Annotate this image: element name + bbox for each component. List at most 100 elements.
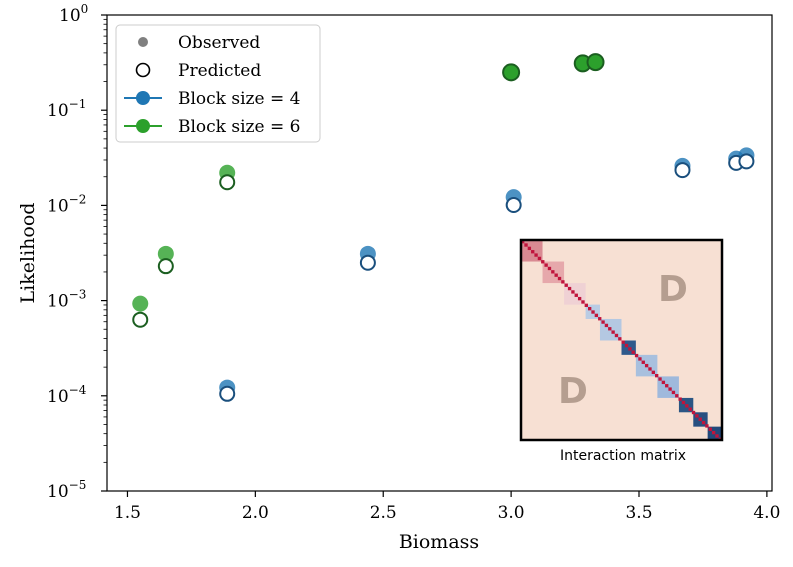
inset-diagonal-cell (668, 387, 672, 391)
inset-diagonal-cell (648, 367, 652, 371)
inset-diagonal-cell (551, 270, 555, 274)
block6-predicted-point (132, 311, 149, 328)
inset-diagonal-cell (544, 263, 548, 267)
inset-diagonal-cell (598, 317, 602, 321)
inset-diagonal-cell (614, 333, 619, 338)
inset-diagonal-cell (711, 430, 716, 435)
inset-diagonal-cell (591, 310, 595, 314)
inset-diagonal-cell (665, 384, 669, 388)
inset-diagonal-cell (611, 330, 615, 334)
inset-diagonal-cell (658, 377, 662, 381)
inset-frame (519, 238, 724, 442)
inset-diagonal-cell (524, 243, 528, 247)
y-tick-label: 10−2 (47, 192, 86, 216)
inset-diagonal-cell (584, 303, 588, 307)
block4-predicted-point (219, 385, 236, 402)
inset-diagonal-cell (708, 427, 712, 431)
x-tick-label: 2.0 (242, 503, 269, 523)
inset-diagonal-cell (561, 280, 565, 284)
series-layer (132, 53, 755, 402)
inset-diagonal-cell (695, 414, 699, 418)
legend-observed-marker (138, 37, 148, 47)
inset-diagonal-cell (631, 350, 635, 354)
inset-diagonal-cell (641, 360, 645, 364)
block4-predicted-point (738, 153, 755, 170)
inset-diagonal-cell (588, 307, 592, 311)
inset-diagonal (521, 240, 722, 441)
legend-block6-label: Block size = 6 (178, 117, 300, 137)
y-tick-label: 10−5 (47, 478, 86, 502)
x-tick-label: 2.5 (370, 503, 397, 523)
inset-letter-d-upper: D (658, 269, 688, 310)
inset-diagonal-cell (601, 320, 605, 324)
x-tick-label: 3.0 (498, 503, 525, 523)
inset-diagonal-cell (547, 266, 552, 271)
inset-diagonal-cell (675, 394, 679, 398)
legend-predicted-marker (135, 62, 151, 78)
inset-diagonal-cell (521, 240, 525, 244)
inset-diagonal-cell (531, 250, 535, 254)
block6-observed-point (132, 295, 149, 312)
inset-diagonal-cell (701, 420, 706, 425)
interaction-matrix-inset: D D Interaction matrix (519, 238, 724, 464)
inset-diagonal-cell (685, 404, 689, 408)
block4-predicted-point (359, 254, 376, 271)
block4-predicted-point (505, 196, 522, 213)
inset-diagonal-cell (594, 313, 599, 318)
inset-diagonal-cell (651, 370, 655, 374)
inset-diagonal-cell (571, 290, 575, 294)
y-axis-label: Likelihood (17, 203, 39, 304)
legend: Observed Predicted Block size = 4 Block … (115, 24, 321, 143)
inset-diagonal-cell (634, 353, 639, 358)
y-tick-label: 10−3 (47, 288, 86, 312)
inset-diagonal-cell (688, 407, 692, 411)
legend-observed-label: Observed (178, 33, 260, 53)
block6-predicted-point (219, 174, 236, 191)
inset-diagonal-cell (678, 397, 682, 401)
inset-diagonal-cell (638, 357, 642, 361)
inset-diagonal-cell (581, 300, 585, 304)
inset-caption: Interaction matrix (560, 448, 686, 464)
inset-diagonal-cell (537, 256, 542, 261)
legend-block4-label: Block size = 4 (178, 89, 300, 109)
x-tick-label: 4.0 (753, 503, 780, 523)
inset-diagonal-cell (715, 434, 719, 438)
inset-diagonal-cell (691, 410, 696, 415)
inset-diagonal-cell (621, 340, 625, 344)
x-axis-label: Biomass (399, 531, 479, 553)
y-tick-label: 10−4 (47, 383, 87, 407)
inset-diagonal-cell (604, 323, 609, 328)
inset-diagonal-cell (618, 337, 622, 341)
inset-diagonal-cell (541, 260, 545, 264)
inset-diagonal-cell (681, 400, 686, 405)
y-tick-label: 10−1 (47, 97, 86, 121)
legend-predicted-label: Predicted (178, 61, 261, 81)
inset-diagonal-cell (644, 363, 649, 368)
block6-observed-point (157, 245, 174, 262)
plot-frame (106, 14, 773, 492)
inset-diagonal-cell (671, 390, 676, 395)
y-axis: 100 10−1 10−2 10−3 10−4 10−5 (47, 2, 107, 502)
inset-diagonal-cell (577, 296, 582, 301)
inset-diagonal-cell (557, 276, 562, 281)
y-tick-label: 100 (59, 2, 88, 26)
inset-diagonal-cell (564, 283, 568, 287)
inset-diagonal-cell (624, 343, 629, 348)
legend-box (115, 24, 321, 143)
block6-predicted-point (157, 258, 174, 275)
inset-diagonal-cell (628, 347, 632, 351)
inset-diagonal-cell (608, 327, 612, 331)
x-tick-label: 1.5 (114, 503, 141, 523)
inset-diagonal-cell (661, 380, 666, 385)
inset-letter-d-lower: D (558, 371, 588, 412)
block6-observed-point (586, 53, 605, 72)
legend-block6-marker (136, 119, 150, 133)
legend-block4-marker (136, 91, 150, 105)
inset-diagonal-cell (534, 253, 538, 257)
inset-diagonal-cell (574, 293, 578, 297)
inset-diagonal-cell (554, 273, 558, 277)
block6-observed-point (502, 63, 521, 82)
inset-diagonal-cell (527, 246, 532, 251)
block4-predicted-point (674, 162, 691, 179)
